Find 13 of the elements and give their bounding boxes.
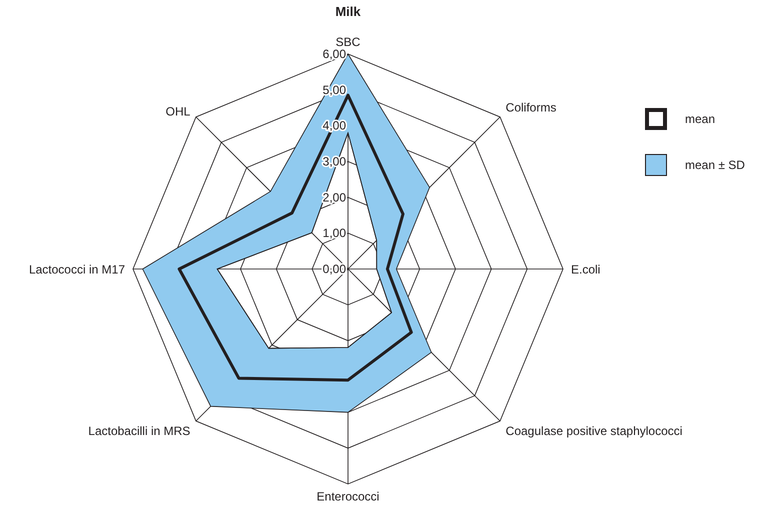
chart-title: Milk	[334, 4, 362, 19]
spoke-label: Lactococci in M17	[28, 262, 126, 276]
y-tick-label: 1,00	[322, 226, 346, 240]
y-tick-label: 6,00	[322, 47, 346, 61]
spoke-label: Coagulase positive staphylococci	[506, 424, 682, 438]
legend-label: mean	[685, 112, 716, 126]
legend-label: mean ± SD	[685, 158, 745, 172]
spoke-label: Lactobacilli in MRS	[88, 424, 190, 438]
spoke-label: OHL	[166, 104, 191, 119]
spoke-label: Coliforms	[506, 100, 556, 114]
spoke-label: E.coli	[571, 262, 600, 276]
spoke-label: Enterococci	[316, 490, 380, 504]
spoke-label: SBC	[336, 35, 361, 49]
